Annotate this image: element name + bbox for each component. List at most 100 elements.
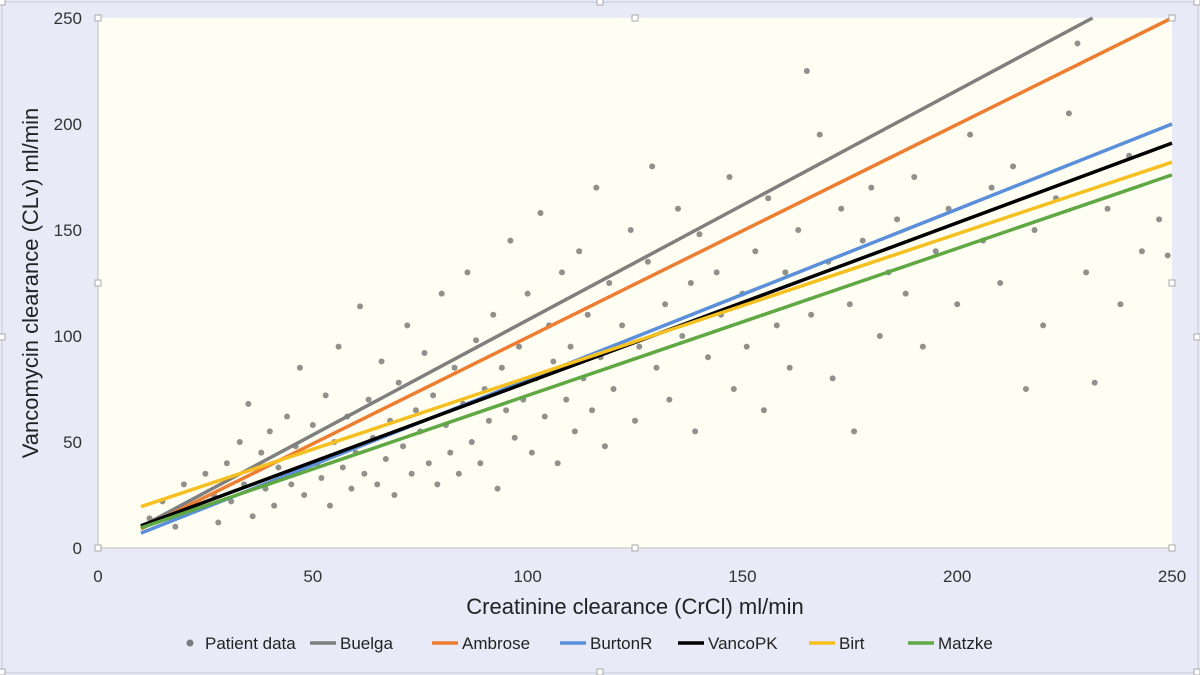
data-point xyxy=(851,428,858,435)
data-point xyxy=(528,449,535,456)
legend-label: Matzke xyxy=(938,634,993,653)
data-point xyxy=(606,280,613,286)
legend-marker xyxy=(186,639,194,647)
data-point xyxy=(236,439,243,445)
data-point xyxy=(954,301,961,308)
data-point xyxy=(662,301,669,308)
x-tick-label: 150 xyxy=(728,567,756,586)
legend-item: BurtonR xyxy=(560,634,652,653)
data-point xyxy=(430,392,437,399)
plot-resize-handle[interactable] xyxy=(94,544,102,552)
data-point xyxy=(511,434,518,441)
data-point xyxy=(464,269,471,276)
plot-resize-handle[interactable] xyxy=(1168,279,1176,287)
legend-label: Buelga xyxy=(340,634,393,653)
data-point xyxy=(1022,386,1029,392)
data-point xyxy=(378,358,385,365)
data-point xyxy=(541,413,548,420)
data-point xyxy=(473,337,480,344)
plot-resize-handle[interactable] xyxy=(631,14,639,22)
resize-handle[interactable] xyxy=(0,0,6,6)
legend-item: Birt xyxy=(809,634,865,653)
data-point xyxy=(284,413,291,420)
resize-handle[interactable] xyxy=(1193,668,1200,675)
data-point xyxy=(1091,379,1098,386)
data-point xyxy=(713,269,720,276)
resize-handle[interactable] xyxy=(0,668,6,675)
legend-item: Matzke xyxy=(908,634,993,653)
y-tick-label: 250 xyxy=(54,9,82,28)
legend-item: Buelga xyxy=(310,634,393,653)
resize-handle[interactable] xyxy=(596,0,604,6)
series-line-birt xyxy=(140,160,1173,509)
data-point xyxy=(730,386,737,392)
data-point xyxy=(911,174,918,180)
data-point xyxy=(365,396,372,403)
data-point xyxy=(726,174,733,180)
data-point xyxy=(434,481,441,488)
data-point xyxy=(838,205,845,212)
plot-resize-handle[interactable] xyxy=(631,544,639,552)
data-point xyxy=(563,396,570,403)
plot-resize-handle[interactable] xyxy=(94,14,102,22)
data-point xyxy=(919,343,926,350)
data-point xyxy=(322,392,329,399)
y-tick-label: 0 xyxy=(73,539,82,558)
data-point xyxy=(692,428,699,435)
resize-handle[interactable] xyxy=(1193,0,1200,6)
data-point xyxy=(348,485,355,492)
data-point xyxy=(391,492,398,498)
resize-handle[interactable] xyxy=(1193,333,1200,341)
data-point xyxy=(451,364,458,371)
data-point xyxy=(172,523,179,530)
data-point xyxy=(1040,322,1047,329)
data-point xyxy=(249,513,256,520)
data-point xyxy=(447,449,454,456)
data-point xyxy=(589,407,596,414)
data-point xyxy=(275,464,282,471)
data-point xyxy=(468,439,475,445)
data-point xyxy=(679,333,686,339)
data-point xyxy=(326,502,333,509)
data-point xyxy=(627,227,634,233)
x-tick-label: 50 xyxy=(303,567,322,586)
plot-resize-handle[interactable] xyxy=(1168,14,1176,22)
x-tick-label: 0 xyxy=(93,567,102,586)
data-point xyxy=(382,455,389,462)
data-point xyxy=(404,322,411,329)
data-point xyxy=(400,443,407,450)
x-tick-label: 250 xyxy=(1158,567,1186,586)
data-point xyxy=(318,475,325,482)
resize-handle[interactable] xyxy=(596,668,604,675)
data-point xyxy=(632,417,638,424)
data-point xyxy=(894,216,901,223)
data-point xyxy=(258,449,265,456)
data-point xyxy=(266,428,273,435)
y-axis-label: Vancomycin clearance (CLv) ml/min xyxy=(18,108,43,458)
data-point xyxy=(228,498,235,505)
plot-resize-handle[interactable] xyxy=(1168,544,1176,552)
data-point xyxy=(296,364,303,371)
data-point xyxy=(829,375,836,382)
data-point xyxy=(868,184,875,191)
data-point xyxy=(335,343,342,350)
data-point xyxy=(516,343,523,350)
resize-handle[interactable] xyxy=(0,333,6,341)
y-tick-label: 50 xyxy=(63,433,82,452)
data-point xyxy=(357,303,364,310)
data-point xyxy=(180,481,187,488)
data-point xyxy=(786,364,793,371)
data-point xyxy=(408,470,415,477)
data-point xyxy=(808,311,815,318)
data-point xyxy=(584,311,591,318)
data-point xyxy=(593,184,600,191)
legend-label: Birt xyxy=(839,634,865,653)
data-point xyxy=(288,481,295,488)
data-point xyxy=(1156,216,1163,223)
data-point xyxy=(619,322,626,329)
y-tick-label: 100 xyxy=(54,327,82,346)
plot-resize-handle[interactable] xyxy=(94,279,102,287)
data-point xyxy=(550,358,557,365)
y-tick-label: 150 xyxy=(54,221,82,240)
